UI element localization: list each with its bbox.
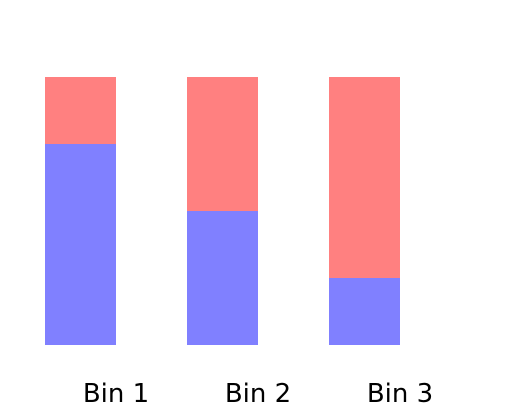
bar-red-1 [45,77,116,144]
x-tick-label: Bin 3 [367,379,433,409]
bar-blue-1 [45,144,116,345]
bar-group [45,77,400,345]
bar-red-3 [329,77,400,278]
x-tick-label: Bin 1 [83,379,149,409]
x-tick-labels: Bin 1 Bin 2 Bin 3 [83,379,433,409]
bar-blue-3 [329,278,400,345]
bar-blue-2 [187,211,258,345]
bar-red-2 [187,77,258,211]
x-tick-label: Bin 2 [225,379,291,409]
